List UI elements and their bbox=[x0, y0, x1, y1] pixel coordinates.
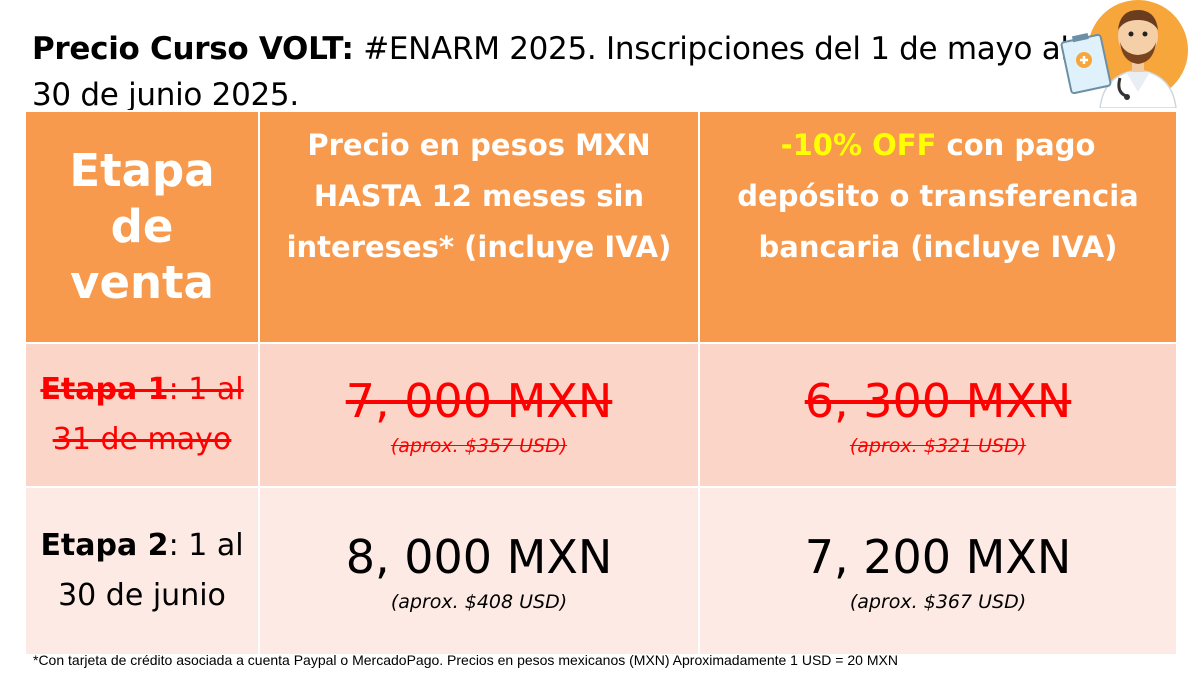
price-msi-cell: 8, 000 MXN (aprox. $408 USD) bbox=[258, 486, 700, 656]
title-bold: Precio Curso VOLT: bbox=[32, 31, 354, 67]
header-stage-line3: venta bbox=[70, 256, 214, 309]
header-price-msi: Precio en pesos MXN HASTA 12 meses sin i… bbox=[258, 110, 700, 344]
discount-badge: -10% OFF bbox=[780, 128, 937, 162]
header-stage: Etapa de venta bbox=[24, 110, 260, 344]
stage-cell: Etapa 2: 1 al 30 de junio bbox=[24, 486, 260, 656]
price-msi-cell: 7, 000 MXN (aprox. $357 USD) bbox=[258, 342, 700, 488]
header-price-msi-text: Precio en pesos MXN HASTA 12 meses sin i… bbox=[286, 128, 672, 264]
stage-name: Etapa 1 bbox=[40, 372, 169, 407]
title-rest: #ENARM 2025. Inscripciones del 1 de mayo… bbox=[32, 31, 1069, 113]
price-msi: 7, 000 MXN bbox=[345, 374, 613, 428]
price-msi-usd: (aprox. $408 USD) bbox=[390, 591, 568, 613]
table-row: Etapa 1: 1 al 31 de mayo 7, 000 MXN (apr… bbox=[24, 342, 1178, 488]
footnote: *Con tarjeta de crédito asociada a cuent… bbox=[33, 652, 898, 668]
stage-dates: : 1 al 31 de mayo bbox=[52, 372, 244, 457]
header-stage-line2: de bbox=[110, 200, 174, 253]
header-price-discount: -10% OFF con pago depósito o transferenc… bbox=[698, 110, 1178, 344]
price-msi: 8, 000 MXN bbox=[345, 530, 613, 584]
stage-name: Etapa 2 bbox=[40, 528, 169, 563]
price-msi-usd: (aprox. $357 USD) bbox=[390, 435, 568, 457]
table-row: Etapa 2: 1 al 30 de junio 8, 000 MXN (ap… bbox=[24, 486, 1178, 656]
price-discount-cell: 6, 300 MXN (aprox. $321 USD) bbox=[698, 342, 1178, 488]
header-row: Etapa de venta Precio en pesos MXN HASTA… bbox=[24, 110, 1178, 344]
stage-label: Etapa 1: 1 al 31 de mayo bbox=[26, 365, 258, 465]
doctor-with-clipboard-icon bbox=[1060, 0, 1188, 108]
stage-label: Etapa 2: 1 al 30 de junio bbox=[26, 521, 258, 621]
header-stage-line1: Etapa bbox=[69, 144, 215, 197]
price-discount-usd: (aprox. $367 USD) bbox=[849, 591, 1027, 613]
price-discount-cell: 7, 200 MXN (aprox. $367 USD) bbox=[698, 486, 1178, 656]
stage-dates: : 1 al 30 de junio bbox=[58, 528, 244, 613]
price-table: Etapa de venta Precio en pesos MXN HASTA… bbox=[24, 110, 1178, 656]
price-discount-usd: (aprox. $321 USD) bbox=[849, 435, 1027, 457]
stage-cell: Etapa 1: 1 al 31 de mayo bbox=[24, 342, 260, 488]
page-title: Precio Curso VOLT: #ENARM 2025. Inscripc… bbox=[32, 26, 1072, 118]
price-discount: 7, 200 MXN bbox=[804, 530, 1072, 584]
header-price-discount-text: -10% OFF con pago depósito o transferenc… bbox=[700, 120, 1176, 273]
price-discount: 6, 300 MXN bbox=[804, 374, 1072, 428]
discount-description: con pago depósito o transferencia bancar… bbox=[737, 128, 1139, 264]
